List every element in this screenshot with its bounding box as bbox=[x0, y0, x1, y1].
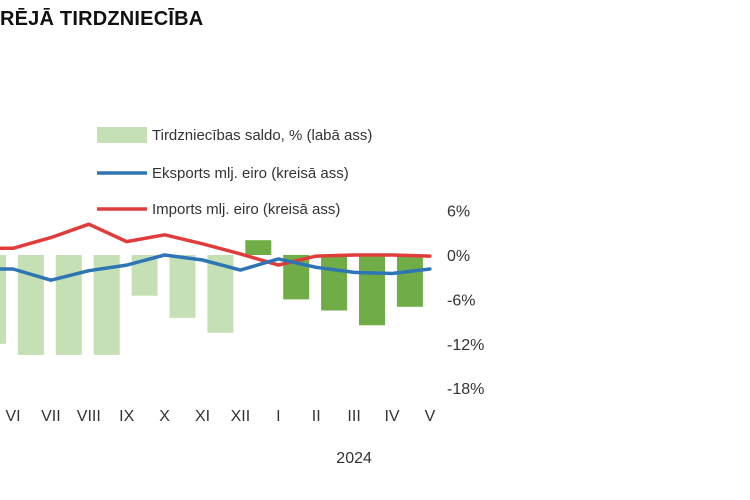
bar-XI bbox=[169, 255, 196, 318]
bar-VI bbox=[0, 255, 6, 344]
line-eksports bbox=[0, 253, 432, 282]
line-series bbox=[0, 222, 432, 282]
right-axis-tick-label: 6% bbox=[447, 204, 470, 221]
x-axis-tick-label: III bbox=[347, 408, 360, 425]
x-axis-tick-label: IX bbox=[119, 408, 134, 425]
chart-title: RĒJĀ TIRDZNIECĪBA bbox=[0, 8, 204, 30]
x-axis-tick-label: VI bbox=[5, 408, 20, 425]
legend-label: Eksports mlj. eiro (kreisā ass) bbox=[152, 165, 349, 182]
x-axis-tick-label: IV bbox=[384, 408, 399, 425]
x-axis-year-label: 2024 bbox=[336, 450, 372, 467]
right-axis-tick-label: -18% bbox=[447, 381, 484, 398]
x-axis-tick-label: I bbox=[276, 408, 280, 425]
legend: Tirdzniecības saldo, % (labā ass) Eksport… bbox=[97, 127, 372, 218]
bar-V bbox=[396, 255, 423, 307]
x-axis-tick-label: VII bbox=[41, 408, 61, 425]
right-axis-tick-label: 0% bbox=[447, 248, 470, 265]
x-axis-ticks: VI VII VIII IX X XI XII I II III IV V bbox=[5, 408, 435, 425]
right-axis-ticks: 6% 0% -6% -12% -18% bbox=[447, 204, 484, 399]
x-axis-tick-label: X bbox=[159, 408, 170, 425]
x-axis-tick-label: XI bbox=[195, 408, 210, 425]
bar-III bbox=[321, 255, 348, 311]
x-axis-tick-label: V bbox=[425, 408, 436, 425]
x-axis-tick-label: II bbox=[312, 408, 321, 425]
legend-label: Imports mlj. eiro (kreisā ass) bbox=[152, 201, 340, 218]
bar-IX bbox=[93, 255, 120, 355]
line-imports bbox=[0, 222, 432, 267]
right-axis-tick-label: -12% bbox=[447, 337, 484, 354]
x-axis-tick-label: VIII bbox=[77, 408, 101, 425]
bar-IV bbox=[359, 255, 385, 326]
bar-I bbox=[245, 240, 272, 255]
bar-VIII bbox=[55, 255, 82, 355]
legend-swatch bbox=[97, 127, 147, 143]
x-axis-tick-label: XII bbox=[231, 408, 251, 425]
legend-label: Tirdzniecības saldo, % (labā ass) bbox=[152, 127, 372, 144]
right-axis-tick-label: -6% bbox=[447, 292, 475, 309]
bar-series bbox=[0, 240, 423, 355]
